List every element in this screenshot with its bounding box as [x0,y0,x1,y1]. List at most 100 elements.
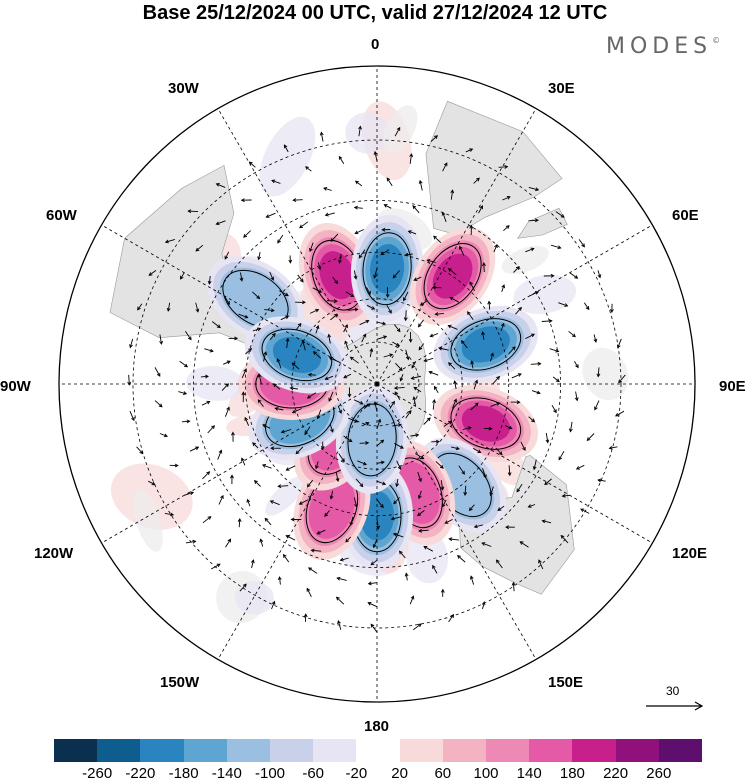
lon-label-0: 0 [371,36,380,53]
latitude-circle [334,341,420,427]
wind-vector-head [334,313,339,318]
wind-vector-head [497,507,502,511]
wind-vector-head [159,340,164,345]
wind-vector [355,180,363,187]
wind-vector [325,375,334,380]
wind-vector-head [496,375,501,380]
wind-vector [195,244,204,252]
wind-vector [279,576,281,585]
wind-vector [353,497,358,508]
wind-vector [323,187,332,191]
colorbar-tick-label: 140 [516,765,542,782]
wind-vector [418,529,429,532]
wind-vector [343,435,353,442]
wind-vector-head [381,227,386,232]
wind-vector-head [481,542,486,546]
wind-vector [435,312,444,315]
wind-vector [420,300,428,306]
wind-vector [202,471,210,480]
wind-vector [465,148,473,153]
lon-label-120e: 120E [672,545,708,562]
wind-vector [586,433,595,441]
wind-vector [257,399,264,407]
wind-vector [359,442,369,444]
wind-vector-head [299,224,304,229]
wind-vector [583,302,590,310]
wind-vector [376,499,384,508]
wind-vector-head [324,512,329,517]
wind-vector-head [242,583,247,588]
wind-vector-head [354,503,358,508]
wind-vector-head [265,214,270,218]
wind-vector [391,516,402,520]
wind-vector [343,373,352,379]
wind-vector [545,432,549,443]
wind-vector [392,341,400,347]
wind-vector-head [504,164,509,169]
wind-vector-head [344,324,348,329]
wind-vector-head [545,439,550,444]
wind-vector [597,367,600,377]
wind-vector-head [285,535,290,539]
wind-vector-head [431,285,436,290]
wind-vector [615,410,625,417]
wind-vector [512,582,515,592]
wind-vector-head [487,300,492,305]
wind-vector-head [586,437,591,442]
wind-vector-head [186,419,191,424]
wind-vector-head [449,296,454,301]
wind-vector-head [338,155,343,160]
wind-vector-head [575,466,580,470]
wind-vector [202,516,212,524]
wind-vector [216,220,226,225]
wind-vector-head [312,351,317,355]
anomaly-contour-fill [219,267,292,331]
wind-vector-head [469,281,473,286]
wind-vector [432,399,435,410]
background-anomaly [259,116,316,197]
lon-label-60e: 60E [672,207,699,224]
wind-vector [528,219,539,222]
wind-vector [474,524,484,528]
wind-vector [405,410,412,419]
wind-vector-head [269,500,274,504]
wind-vector [440,480,444,490]
wind-vector-head [531,418,536,423]
wind-vector-head [450,613,455,618]
wind-vector-head [367,602,372,606]
wind-vector-head [280,429,285,434]
wind-vector-head [187,336,192,341]
wind-vector-head [496,402,501,406]
wind-vector-head [448,420,453,425]
wind-vector [275,407,284,411]
wind-vector-head [227,538,232,543]
wind-vector [451,399,457,409]
wind-vector-head [404,572,409,577]
wind-vector-head [448,537,453,542]
wind-vector [458,465,465,475]
wind-vector-head [405,356,410,361]
anomaly-contour-line [362,232,412,306]
wind-vector-head [335,596,340,601]
wind-vector [129,338,134,348]
wind-vector-head [515,266,520,270]
anomaly-contour-fill [345,400,399,480]
wind-vector [136,446,143,454]
anomaly-contour-fill [319,251,356,300]
wind-vector [280,315,289,321]
wind-vector-head [353,205,358,210]
wind-vector-head [399,377,404,382]
wind-vector [373,268,378,278]
wind-vector [384,204,392,209]
wind-vector-head [206,400,211,405]
colorbar-segment [399,739,443,762]
wind-vector-head [461,470,465,475]
wind-vector [243,230,251,238]
wind-vector-head [354,307,359,312]
wind-vector-head [271,332,276,337]
wind-vector [347,308,358,311]
wind-vector-head [440,486,445,491]
wind-vector-head [211,425,215,429]
wind-vector [271,601,276,610]
wind-vector-head [349,356,354,361]
